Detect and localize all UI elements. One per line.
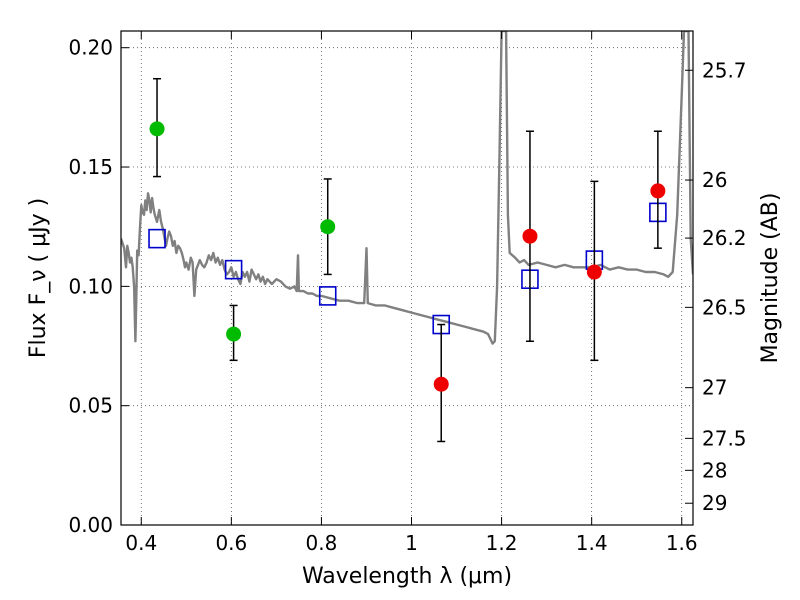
- x-tick-label: 0.8: [306, 531, 338, 555]
- magnitude-tick-label: 26.2: [702, 226, 747, 250]
- x-tick-label: 1.2: [486, 531, 518, 555]
- right-axis-label: Magnitude (AB): [758, 193, 783, 364]
- spectrum-line: [121, 31, 693, 345]
- x-axis-label: Wavelength λ (μm): [302, 564, 512, 589]
- y-tick-label: 0.15: [68, 155, 113, 179]
- green-data-point: [226, 326, 242, 342]
- y-tick-label: 0.20: [68, 36, 113, 60]
- y-tick-label: 0.05: [68, 394, 113, 418]
- model-square-marker: [148, 228, 166, 249]
- red-data-point: [433, 376, 449, 392]
- x-tick-label: 1: [405, 531, 418, 555]
- x-tick-label: 1.4: [576, 531, 608, 555]
- x-tick-label: 0.4: [125, 531, 157, 555]
- x-tick-label: 1.6: [666, 531, 698, 555]
- plot-frame: [120, 30, 694, 526]
- grid: [121, 31, 693, 526]
- red-data-point: [522, 228, 538, 244]
- magnitude-axis: 25.7 26 26.2 26.5 27 27.5 28 29: [685, 58, 747, 515]
- x-tick-label: 0.6: [215, 531, 247, 555]
- y-tick-label: 0.10: [68, 274, 113, 298]
- plot-area: [121, 31, 693, 443]
- y-axis-label: Flux F_ν ( μJy ): [26, 198, 51, 358]
- series-layer: [121, 31, 693, 443]
- x-axis: 0.4 0.6 0.8 1 1.2 1.4 1.6: [125, 31, 698, 555]
- model-square-marker: [318, 286, 337, 306]
- magnitude-tick-label: 27.5: [702, 426, 747, 450]
- magnitude-tick-label: 25.7: [702, 58, 747, 82]
- magnitude-tick-label: 27: [702, 376, 727, 400]
- y-tick-label: 0.00: [68, 513, 113, 537]
- green-data-point: [320, 219, 336, 235]
- y-axis: 0.00 0.05 0.10 0.15 0.20: [68, 36, 129, 537]
- red-data-point: [586, 264, 602, 280]
- model-square-marker: [224, 259, 243, 280]
- magnitude-tick-label: 26: [702, 168, 727, 192]
- green-data-point: [149, 121, 165, 137]
- magnitude-tick-label: 29: [702, 491, 727, 515]
- magnitude-tick-label: 28: [702, 458, 727, 482]
- magnitude-tick-label: 26.5: [702, 295, 747, 319]
- red-data-point: [650, 183, 666, 199]
